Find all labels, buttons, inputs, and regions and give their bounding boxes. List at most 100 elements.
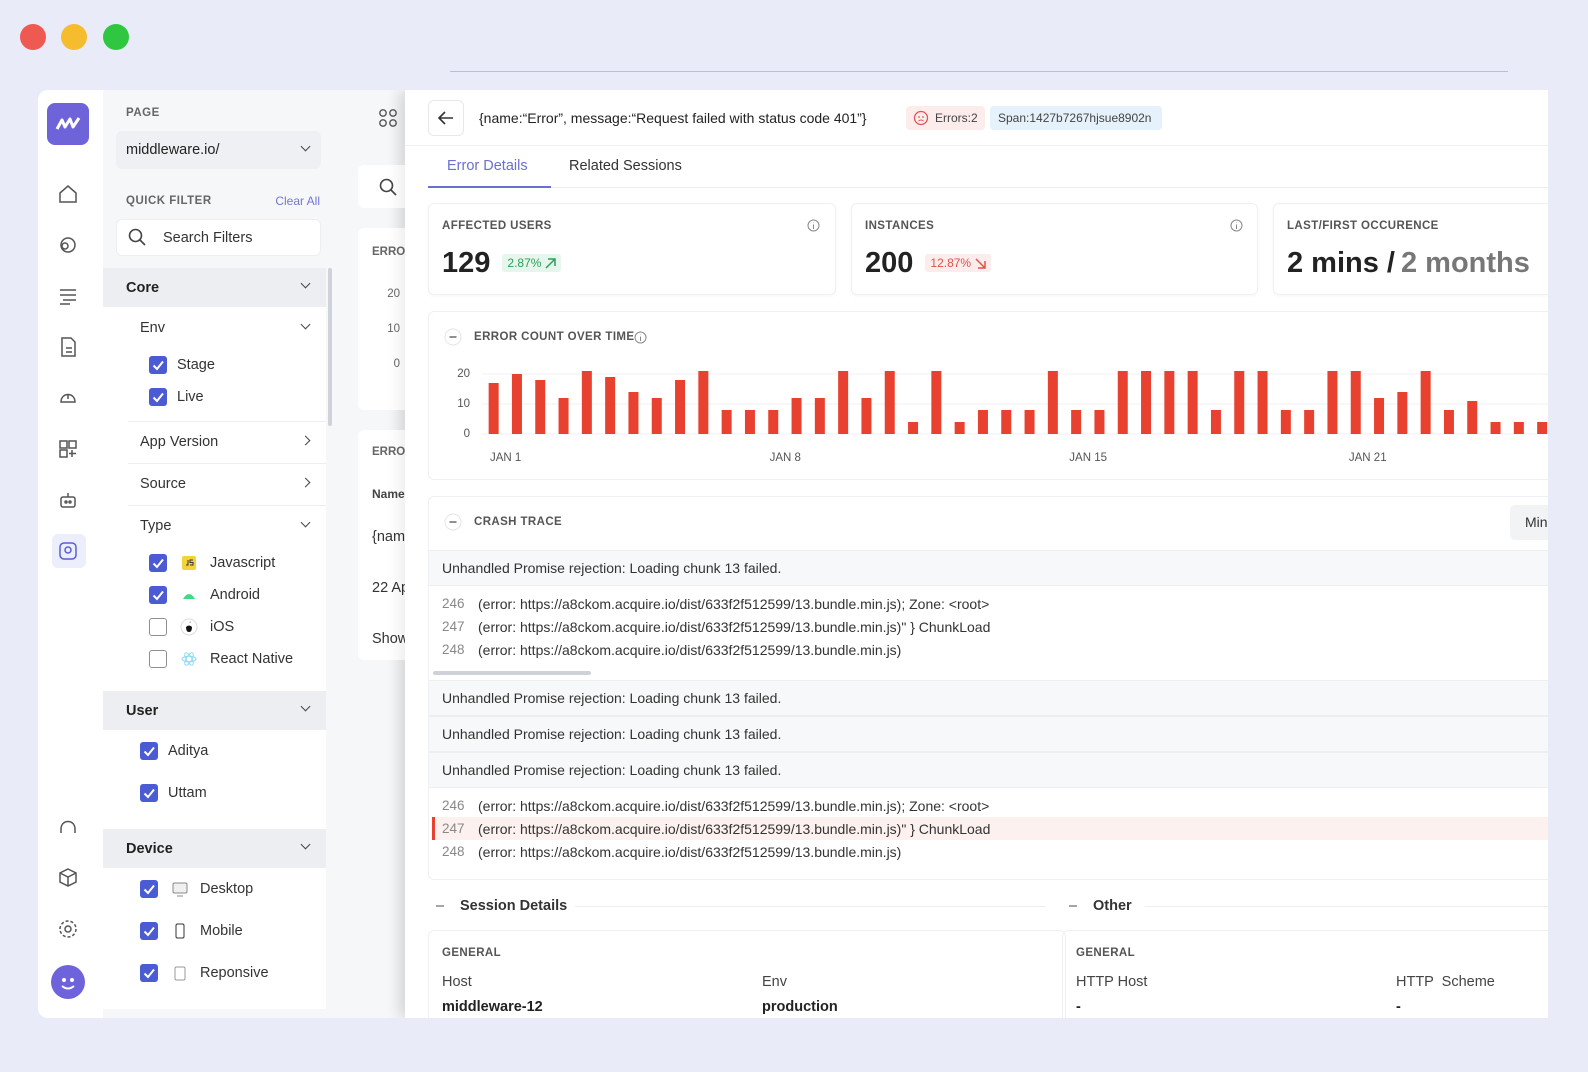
traffic-light-green[interactable] bbox=[103, 24, 129, 50]
grid-icon-part bbox=[380, 120, 386, 126]
list-column: Name bbox=[372, 485, 405, 503]
collapse-icon[interactable] bbox=[444, 328, 462, 346]
clear-all[interactable]: Clear All bbox=[275, 192, 320, 210]
check-mark bbox=[149, 356, 167, 374]
filter-option[interactable]: React Native bbox=[210, 650, 293, 668]
filter-group-title: Core bbox=[126, 279, 159, 297]
avatar-face-part bbox=[62, 978, 66, 982]
logo-mark bbox=[47, 103, 89, 145]
rail-icon[interactable] bbox=[57, 234, 79, 256]
stat-label: LAST/FIRST OCCURENCE bbox=[1287, 217, 1439, 235]
type-icon-part bbox=[182, 656, 196, 662]
rail-icon[interactable] bbox=[57, 386, 79, 408]
field-label: HTTP Scheme bbox=[1396, 973, 1495, 991]
trend-arrow bbox=[975, 258, 986, 269]
grid-icon-part bbox=[390, 110, 396, 116]
stat-row: 20012.87% bbox=[865, 246, 991, 280]
avatar-face bbox=[51, 965, 85, 999]
check-mark bbox=[140, 880, 158, 898]
rail-icon[interactable] bbox=[57, 489, 79, 511]
check-mark-part bbox=[145, 928, 155, 936]
field-value: - bbox=[1396, 998, 1401, 1016]
traffic-light-red[interactable] bbox=[20, 24, 46, 50]
trace-line-number: 248 bbox=[442, 843, 465, 861]
rail-icon[interactable] bbox=[57, 867, 79, 889]
checkbox[interactable] bbox=[149, 650, 167, 668]
filter-subgroup-title: App Version bbox=[140, 433, 218, 451]
filter-option[interactable]: Stage bbox=[177, 356, 215, 374]
rail-icon[interactable] bbox=[57, 816, 79, 838]
stat-value: 2 mins / bbox=[1287, 247, 1395, 280]
device-icon bbox=[172, 923, 188, 939]
divider bbox=[128, 421, 326, 422]
filter-option[interactable]: Mobile bbox=[200, 922, 243, 940]
filter-option[interactable]: Desktop bbox=[200, 880, 253, 898]
field-label: HTTP Host bbox=[1076, 973, 1147, 991]
info-icon bbox=[807, 219, 820, 232]
rail-icon-part bbox=[60, 543, 76, 559]
filter-subgroup-title: Source bbox=[140, 475, 186, 493]
section-label: GENERAL bbox=[442, 944, 501, 962]
check-mark bbox=[140, 922, 158, 940]
back-arrow bbox=[437, 109, 455, 127]
rail-icon-part bbox=[62, 243, 68, 249]
collapse-icon[interactable] bbox=[444, 513, 462, 531]
rail-icon[interactable] bbox=[57, 438, 79, 460]
trace-line-text: (error: https://a8ckom.acquire.io/dist/6… bbox=[478, 641, 901, 659]
filter-option[interactable]: Uttam bbox=[168, 784, 207, 802]
stat-value: 129 bbox=[442, 247, 490, 280]
rail-icon[interactable] bbox=[57, 918, 79, 940]
errors-icon-part bbox=[919, 120, 924, 121]
tab[interactable]: Error Details bbox=[447, 157, 528, 175]
rail-icon-part bbox=[60, 441, 67, 448]
span-text: Span:1427b7267hjsue8902n bbox=[998, 109, 1151, 127]
filter-option[interactable]: iOS bbox=[210, 618, 234, 636]
rail-icon[interactable] bbox=[57, 336, 79, 358]
avatar-face-part bbox=[62, 986, 74, 989]
rail-icon-part bbox=[65, 926, 71, 932]
section-title: Session Details bbox=[460, 897, 567, 915]
search-icon-part bbox=[130, 230, 142, 242]
list-tick: 0 bbox=[394, 355, 400, 373]
check-mark-part bbox=[145, 790, 155, 798]
rail-icon[interactable] bbox=[57, 285, 79, 307]
trace-line-number: 246 bbox=[442, 595, 465, 613]
rail-icon-part bbox=[60, 186, 76, 202]
checkbox[interactable] bbox=[149, 618, 167, 636]
grid-icon[interactable] bbox=[379, 109, 397, 127]
collapse-icon[interactable] bbox=[431, 897, 449, 915]
filter-option[interactable]: Live bbox=[177, 388, 204, 406]
traffic-light-yellow[interactable] bbox=[61, 24, 87, 50]
check-mark bbox=[149, 388, 167, 406]
trace-line-number: 248 bbox=[442, 641, 465, 659]
filter-option[interactable]: Javascript bbox=[210, 554, 275, 572]
divider bbox=[128, 463, 326, 464]
section-label: GENERAL bbox=[1076, 944, 1135, 962]
rail-icon-part bbox=[65, 501, 67, 503]
list-header: ERRO bbox=[372, 443, 405, 461]
section-title: Other bbox=[1093, 897, 1132, 915]
rail-icon[interactable] bbox=[57, 540, 79, 562]
filter-option[interactable]: Aditya bbox=[168, 742, 208, 760]
address-line bbox=[450, 71, 1508, 72]
info-icon bbox=[1230, 219, 1243, 232]
rail-icon-part bbox=[62, 338, 75, 356]
search-icon-part bbox=[140, 240, 145, 245]
tabs-divider bbox=[428, 187, 1548, 188]
stat-change: 12.87% bbox=[925, 254, 991, 272]
filter-option[interactable]: Android bbox=[210, 586, 260, 604]
rail-icon-part bbox=[60, 921, 76, 937]
trace-message: Unhandled Promise rejection: Loading chu… bbox=[442, 559, 781, 577]
logo[interactable] bbox=[47, 103, 89, 145]
chart-title: ERROR COUNT OVER TIME bbox=[474, 328, 634, 346]
search-placeholder: Search Filters bbox=[163, 229, 252, 247]
tab[interactable]: Related Sessions bbox=[569, 157, 682, 175]
trace-line-text: (error: https://a8ckom.acquire.io/dist/6… bbox=[478, 595, 989, 613]
collapse-icon[interactable] bbox=[1064, 897, 1082, 915]
stat-change-text: 12.87% bbox=[930, 256, 971, 270]
rail-icon-part bbox=[69, 441, 76, 448]
trace-line-text: (error: https://a8ckom.acquire.io/dist/6… bbox=[478, 618, 990, 636]
filter-option[interactable]: Reponsive bbox=[200, 964, 269, 982]
rail-icon[interactable] bbox=[57, 183, 79, 205]
